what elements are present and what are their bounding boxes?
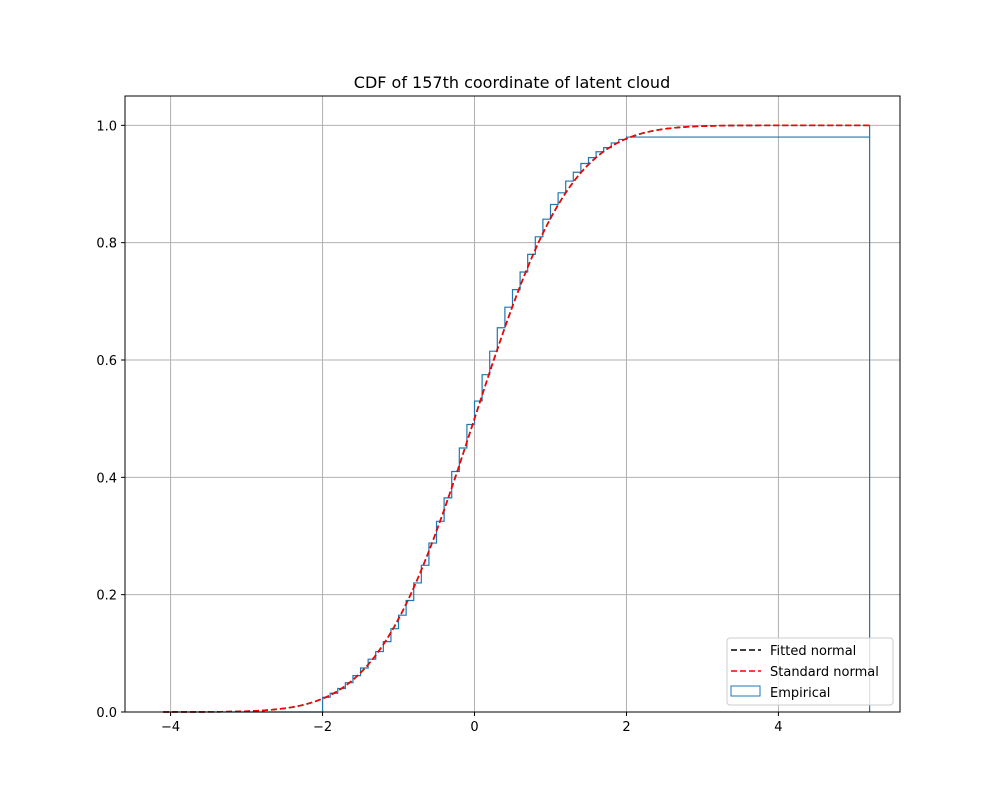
x-tick-label: 2 (622, 720, 630, 735)
series-empirical (162, 125, 871, 713)
x-tick-label: −2 (313, 720, 332, 735)
x-tick-label: 0 (470, 720, 478, 735)
legend-label-standard-normal: Standard normal (770, 665, 879, 680)
y-tick-label: 0.4 (96, 471, 117, 486)
y-tick-label: 0.0 (96, 706, 117, 721)
y-tick-label: 0.2 (96, 589, 117, 604)
legend: Fitted normal Standard normal Empirical (726, 637, 894, 706)
plot-series (162, 124, 871, 713)
legend-swatch-empirical (730, 685, 761, 697)
x-tick-label: −4 (161, 720, 180, 735)
y-tick-label: 0.8 (96, 237, 117, 252)
y-tick-label: 0.6 (96, 354, 117, 369)
legend-label-empirical: Empirical (770, 686, 830, 701)
y-tick-label: 1.0 (96, 119, 117, 134)
axes-frame (124, 95, 901, 713)
series-standard-normal (162, 124, 870, 713)
x-tick-label: 4 (774, 720, 782, 735)
axis-ticks: −4 −2 0 2 4 0.0 0.2 0.4 0.6 0.8 1.0 (96, 119, 782, 735)
chart-title: CDF of 157th coordinate of latent cloud (354, 73, 670, 92)
legend-label-fitted-normal: Fitted normal (770, 644, 856, 659)
legend-box (726, 637, 894, 706)
